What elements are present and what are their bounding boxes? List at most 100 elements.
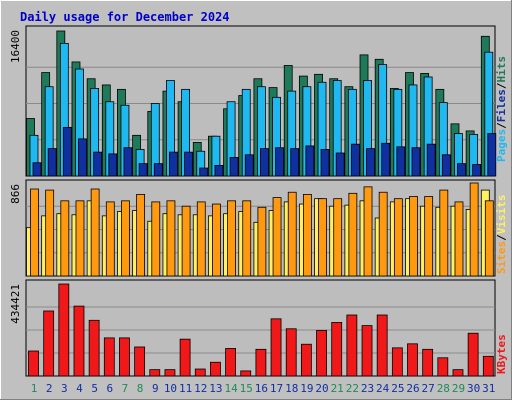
- kbytes-bar: [482, 355, 494, 377]
- pages-bar: [229, 157, 239, 177]
- day-label: 24: [376, 382, 390, 395]
- legend-item-hits: Hits: [495, 56, 508, 83]
- legend-item-pages: Pages: [495, 129, 508, 162]
- legend-item-files: Files: [495, 89, 508, 122]
- day-label: 25: [391, 382, 404, 395]
- day-label: 21: [331, 382, 344, 395]
- sites-bar: [227, 200, 236, 277]
- kbytes-bar: [240, 370, 252, 377]
- pages-bar: [123, 147, 133, 177]
- sites-bar: [212, 203, 221, 277]
- day-label: 26: [406, 382, 419, 395]
- chart-title: Daily usage for December 2024: [20, 10, 230, 24]
- kbytes-bar: [300, 343, 312, 377]
- kbytes-bar: [119, 337, 130, 377]
- kbytes-bar: [194, 368, 206, 377]
- pages-bar: [93, 151, 103, 177]
- pages-bar: [62, 126, 72, 177]
- day-label: 2: [46, 382, 53, 395]
- pages-bar: [47, 148, 57, 177]
- kbytes-bar: [285, 328, 297, 377]
- sites-bar: [257, 206, 267, 277]
- sites-bar: [454, 201, 464, 277]
- pages-bar: [290, 148, 300, 177]
- panel-hits-files-pages: Pages/Files/Hits 16400: [9, 25, 508, 177]
- chart-panels: Pages/Files/Hits 16400 Sites/Visits 866 KByt…: [9, 25, 508, 377]
- sites-bar: [60, 200, 70, 277]
- sites-bar: [196, 201, 206, 277]
- pages-bar: [305, 145, 315, 177]
- day-label: 10: [164, 382, 177, 395]
- sites-bar: [409, 196, 418, 277]
- sites-bar: [393, 198, 403, 277]
- kbytes-bar: [88, 319, 100, 377]
- kbytes-bar: [422, 348, 434, 377]
- kbytes-bar: [376, 314, 388, 377]
- day-label: 20: [315, 382, 328, 395]
- pages-bar: [169, 151, 178, 177]
- kbytes-bar: [73, 305, 85, 377]
- kbytes-bar: [43, 310, 55, 377]
- day-label: 27: [422, 382, 435, 395]
- sites-bar: [121, 200, 130, 277]
- kbytes-bar: [179, 338, 191, 377]
- day-label: 28: [437, 382, 450, 395]
- pages-bar: [199, 167, 209, 177]
- kbytes-bar: [28, 350, 39, 377]
- pages-bar: [214, 164, 224, 177]
- sites-bar: [272, 197, 282, 277]
- legend-item-sites: Sites: [495, 241, 508, 274]
- pages-bar: [153, 163, 163, 177]
- kbytes-bar: [255, 348, 267, 377]
- kbytes-bar: [437, 357, 449, 377]
- sites-bar: [242, 200, 252, 277]
- sites-bar: [333, 198, 343, 277]
- pages-bar: [396, 146, 406, 177]
- pages-bar: [411, 147, 421, 177]
- pages-bar: [472, 164, 482, 177]
- sites-bar: [318, 198, 327, 277]
- kbytes-bar: [270, 318, 282, 377]
- kbytes-bar: [346, 314, 358, 377]
- kbytes-bar: [407, 343, 418, 377]
- sites-bar: [75, 200, 85, 277]
- kbytes-bar: [331, 322, 343, 377]
- day-label: 29: [452, 382, 465, 395]
- pages-bar: [441, 154, 451, 177]
- sites-bar: [45, 189, 55, 277]
- sites-bar: [287, 191, 297, 277]
- sites-bar: [378, 191, 388, 277]
- kbytes-bar: [361, 325, 373, 377]
- panel-kbytes: KBytes 434421: [9, 279, 508, 377]
- pages-bar: [244, 154, 254, 177]
- sites-bar: [105, 201, 115, 277]
- pages-bar: [335, 152, 345, 177]
- kbytes-bar: [467, 332, 479, 377]
- y-max-label: 16400: [9, 30, 22, 63]
- day-label: 3: [61, 382, 68, 395]
- sites-bar: [363, 186, 373, 277]
- kbytes-bar: [210, 361, 221, 377]
- kbytes-bar: [164, 369, 176, 377]
- kbytes-bar: [58, 283, 70, 377]
- y-max-label: 866: [9, 184, 22, 204]
- day-label: 9: [152, 382, 159, 395]
- legend-pages-files-hits: Pages/Files/Hits: [495, 56, 508, 162]
- sites-bar: [484, 200, 494, 277]
- legend-sites-visits: Sites/Visits: [495, 195, 508, 275]
- pages-bar: [457, 163, 466, 177]
- pages-bar: [487, 133, 497, 177]
- day-label: 6: [106, 382, 113, 395]
- pages-bar: [184, 151, 194, 177]
- kbytes-bar: [316, 330, 327, 377]
- sites-bar: [90, 188, 100, 277]
- day-label: 14: [224, 382, 238, 395]
- day-label: 8: [137, 382, 144, 395]
- kbytes-bar: [134, 346, 146, 377]
- legend-separator: /: [495, 234, 508, 241]
- pages-bar: [350, 143, 360, 177]
- kbytes-bar: [103, 337, 115, 377]
- pages-bar: [32, 162, 42, 177]
- pages-bar: [78, 138, 87, 177]
